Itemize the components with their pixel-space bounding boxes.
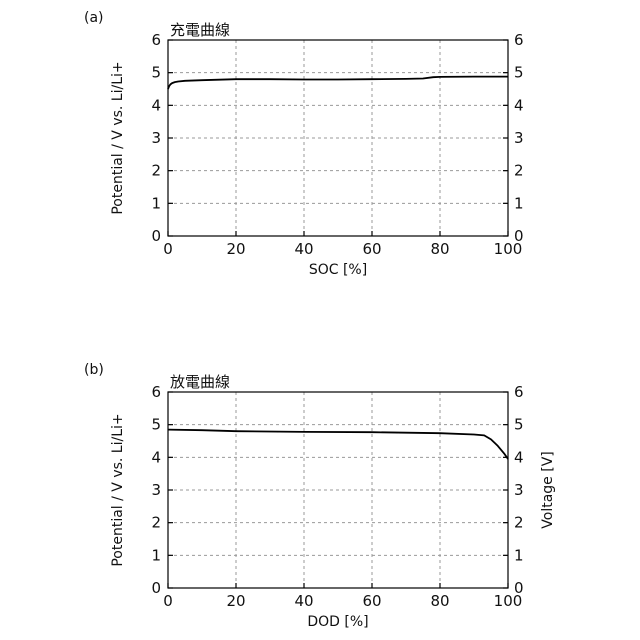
x-tick-label: 20 <box>226 240 245 258</box>
x-tick-label: 20 <box>226 592 245 610</box>
y-tick-label-right: 0 <box>514 227 524 245</box>
y-tick-label-right: 3 <box>514 481 524 499</box>
y-tick-label-right: 5 <box>514 416 524 434</box>
y-tick-label-right: 2 <box>514 162 524 180</box>
x-tick-label: 60 <box>362 592 381 610</box>
y-tick-label-left: 4 <box>151 96 161 114</box>
y-tick-label-left: 3 <box>151 481 161 499</box>
y-tick-label-right: 4 <box>514 448 524 466</box>
y-tick-label-right: 1 <box>514 194 524 212</box>
y-tick-label-right: 6 <box>514 31 524 49</box>
y-tick-label-left: 5 <box>151 416 161 434</box>
x-tick-label: 60 <box>362 240 381 258</box>
x-tick-label: 80 <box>430 592 449 610</box>
x-axis-title: SOC [%] <box>309 262 367 278</box>
y-tick-label-left: 6 <box>151 31 161 49</box>
y-tick-label-left: 6 <box>151 383 161 401</box>
y-axis-title-right: Voltage [V] <box>540 451 556 528</box>
x-tick-label: 40 <box>294 240 313 258</box>
y-tick-label-right: 6 <box>514 383 524 401</box>
x-axis-title: DOD [%] <box>307 614 368 630</box>
y-tick-label-left: 0 <box>151 227 161 245</box>
y-tick-label-left: 2 <box>151 514 161 532</box>
y-tick-label-right: 4 <box>514 96 524 114</box>
y-tick-label-left: 1 <box>151 194 161 212</box>
panel-label: (a) <box>84 10 104 26</box>
y-tick-label-right: 3 <box>514 129 524 147</box>
y-tick-label-left: 0 <box>151 579 161 597</box>
y-tick-label-left: 1 <box>151 546 161 564</box>
y-tick-label-left: 5 <box>151 64 161 82</box>
y-axis-title-left: Potential / V vs. Li/Li+ <box>110 61 126 214</box>
x-tick-label: 0 <box>163 592 173 610</box>
y-tick-label-right: 2 <box>514 514 524 532</box>
chart-title: 充電曲線 <box>170 21 230 39</box>
x-tick-label: 40 <box>294 592 313 610</box>
x-tick-label: 0 <box>163 240 173 258</box>
series-line <box>168 430 508 459</box>
chart-panel-b: 02040608010000112233445566(b)放電曲線DOD [%]… <box>84 362 556 630</box>
y-axis-title-left: Potential / V vs. Li/Li+ <box>110 413 126 566</box>
x-tick-label: 80 <box>430 240 449 258</box>
series-line <box>168 77 508 89</box>
chart-panel-a: 02040608010000112233445566(a)充電曲線SOC [%]… <box>84 10 524 278</box>
y-tick-label-left: 4 <box>151 448 161 466</box>
y-tick-label-left: 2 <box>151 162 161 180</box>
y-tick-label-right: 1 <box>514 546 524 564</box>
y-tick-label-right: 5 <box>514 64 524 82</box>
y-tick-label-left: 3 <box>151 129 161 147</box>
y-tick-label-right: 0 <box>514 579 524 597</box>
chart-title: 放電曲線 <box>170 373 230 391</box>
panel-label: (b) <box>84 362 104 378</box>
